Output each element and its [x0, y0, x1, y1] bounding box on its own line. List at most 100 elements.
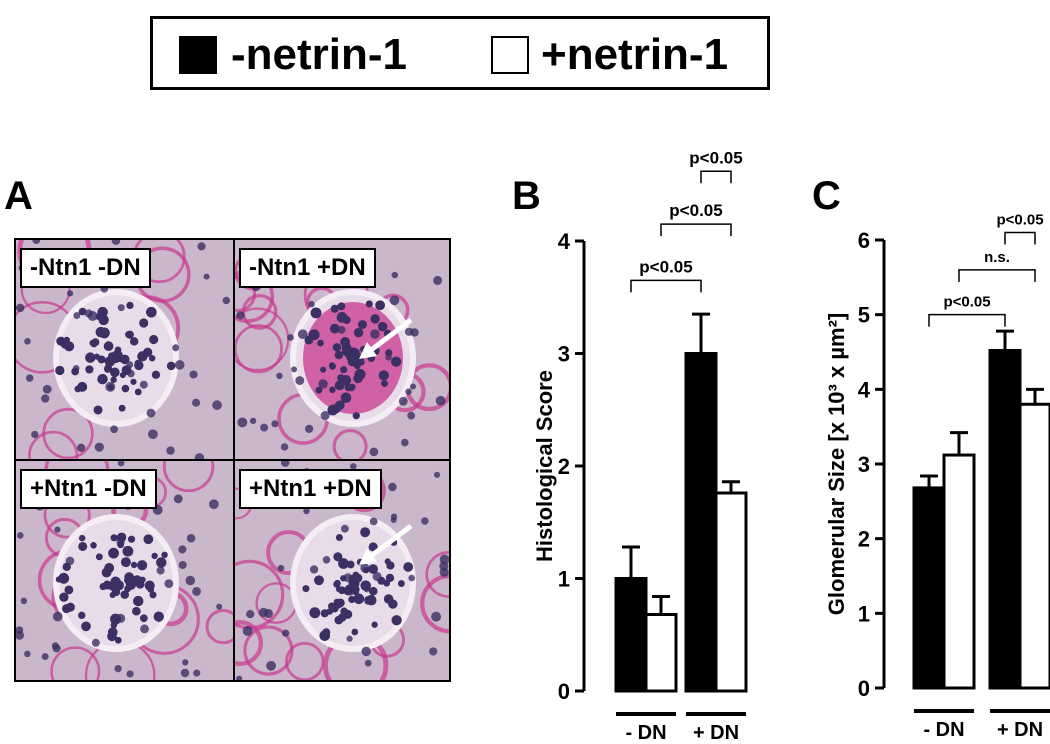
panel-label-c: C [812, 174, 841, 218]
significance-label: p<0.05 [669, 201, 722, 220]
nucleus [318, 379, 328, 389]
panel-label-b: B [512, 174, 541, 218]
nucleus [314, 575, 324, 586]
nucleus [193, 669, 201, 677]
nucleus [173, 494, 183, 504]
y-tick-label: 3 [858, 452, 870, 477]
bar [988, 349, 1022, 690]
nucleus [212, 400, 222, 410]
nucleus [389, 295, 400, 306]
nucleus [74, 385, 82, 393]
nucleus [149, 334, 159, 345]
y-tick-label: 4 [858, 377, 871, 402]
bar [942, 453, 976, 690]
nucleus [308, 300, 315, 308]
nucleus [59, 592, 69, 602]
nucleus [132, 595, 144, 607]
nucleus [368, 542, 378, 552]
micrograph-panel: -Ntn1 -DN -Ntn1 +DN +Ntn1 -DN +Ntn1 +DN [14, 238, 451, 682]
nucleus [260, 423, 269, 432]
nucleus [333, 552, 343, 562]
nucleus [65, 556, 75, 566]
significance-label: p<0.05 [996, 212, 1043, 229]
nucleus [25, 374, 34, 382]
y-tick-label: 1 [558, 567, 570, 592]
nucleus [361, 646, 371, 657]
nucleus [132, 606, 141, 616]
nucleus [126, 361, 134, 369]
nucleus [353, 573, 363, 583]
nucleus [335, 598, 345, 608]
nucleus [334, 400, 345, 411]
nucleus [180, 668, 190, 678]
nucleus [383, 594, 394, 604]
nucleus [78, 307, 87, 316]
nucleus [31, 430, 39, 439]
nucleus [433, 275, 443, 285]
nucleus [72, 364, 80, 372]
nucleus [281, 461, 290, 467]
tubule-outline [42, 407, 94, 459]
nucleus [166, 361, 176, 371]
nucleus [352, 412, 360, 420]
nucleus [335, 533, 343, 542]
nucleus [109, 367, 120, 378]
nucleus [55, 365, 65, 376]
nucleus [429, 647, 438, 656]
nucleus [126, 670, 134, 678]
significance-bracket [700, 170, 732, 184]
grid-divider-horizontal [16, 459, 449, 461]
nucleus [405, 388, 412, 395]
nucleus [178, 545, 187, 554]
nucleus [143, 534, 154, 545]
nucleus [156, 557, 167, 568]
nucleus [271, 420, 279, 428]
nucleus [116, 613, 126, 623]
nucleus [16, 532, 24, 539]
significance-bracket [1004, 231, 1036, 245]
bar [714, 491, 748, 693]
nucleus [130, 561, 138, 569]
nucleus [164, 579, 174, 589]
group-label: - DN [625, 722, 666, 744]
nucleus [439, 567, 449, 577]
nucleus [377, 321, 388, 332]
nucleus [346, 635, 353, 642]
nucleus [291, 366, 298, 373]
nucleus [125, 331, 132, 338]
nucleus [16, 303, 25, 313]
nucleus [122, 545, 134, 557]
nucleus [334, 380, 345, 391]
nucleus [107, 631, 117, 642]
nucleus [407, 411, 416, 420]
nucleus [302, 585, 310, 593]
nucleus [66, 290, 74, 297]
nucleus [410, 383, 417, 390]
nucleus [111, 240, 121, 246]
nucleus [78, 611, 86, 620]
nucleus [329, 323, 340, 334]
nucleus [126, 301, 134, 310]
legend-swatch-minus-netrin [179, 36, 217, 74]
nucleus [94, 442, 104, 452]
nucleus [209, 499, 219, 510]
nucleus [105, 381, 116, 392]
nucleus [282, 629, 290, 637]
nucleus [355, 356, 365, 366]
nucleus [98, 314, 109, 326]
nucleus [93, 353, 100, 360]
nucleus [357, 320, 367, 330]
nucleus [64, 585, 74, 595]
nucleus [410, 328, 419, 337]
nucleus [368, 586, 378, 596]
y-tick-label: 2 [858, 527, 870, 552]
nucleus [347, 588, 354, 596]
nucleus [328, 602, 336, 610]
nucleus [347, 356, 358, 367]
nucleus [341, 343, 352, 354]
micrograph-tile: -Ntn1 -DN [16, 240, 234, 459]
nucleus [129, 337, 139, 346]
nucleus [108, 547, 119, 559]
nucleus [242, 626, 253, 636]
nucleus [280, 443, 289, 451]
